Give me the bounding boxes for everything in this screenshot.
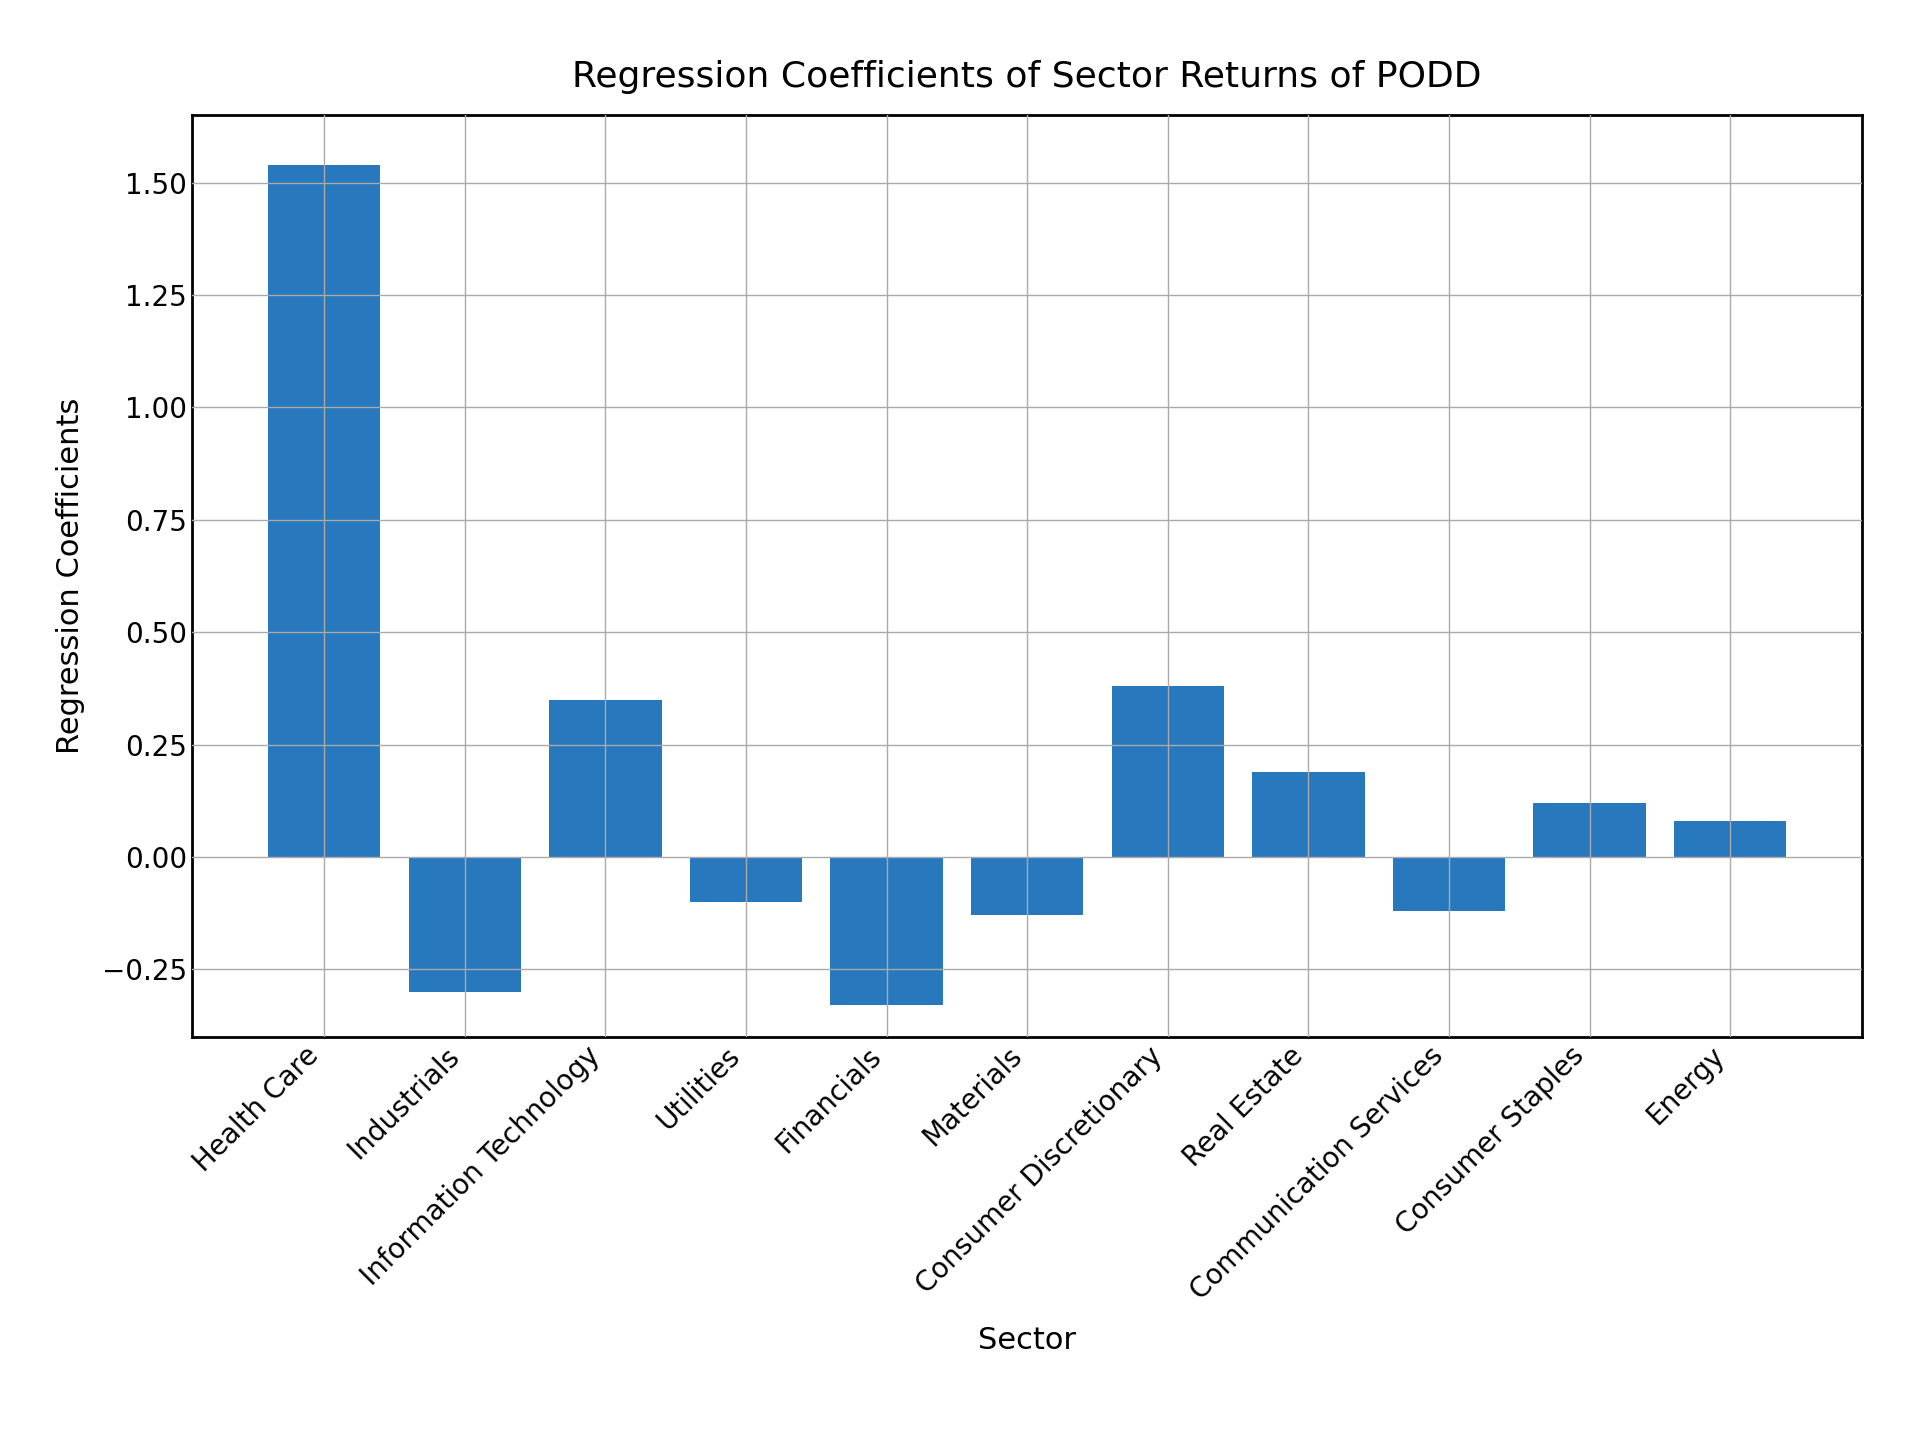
X-axis label: Sector: Sector (977, 1326, 1077, 1355)
Bar (1112, 685, 1225, 857)
Bar (549, 700, 662, 857)
Bar (269, 164, 380, 857)
Bar (829, 857, 943, 1005)
Bar (409, 857, 520, 992)
Y-axis label: Regression Coefficients: Regression Coefficients (56, 397, 84, 755)
Bar (1674, 821, 1786, 857)
Bar (972, 857, 1083, 916)
Title: Regression Coefficients of Sector Returns of PODD: Regression Coefficients of Sector Return… (572, 60, 1482, 95)
Bar (689, 857, 803, 901)
Bar (1252, 772, 1365, 857)
Bar (1534, 804, 1645, 857)
Bar (1392, 857, 1505, 912)
